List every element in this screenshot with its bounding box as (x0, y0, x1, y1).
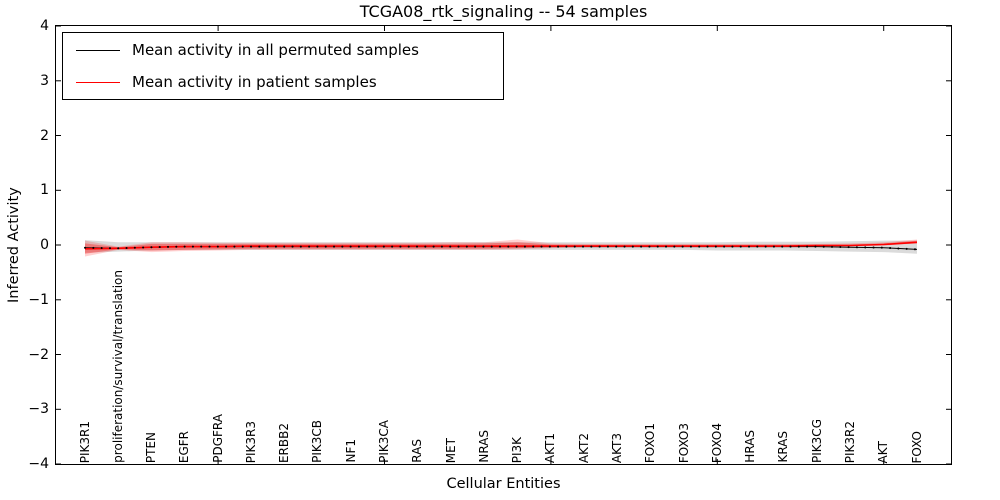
x-entity-label: AKT2 (576, 432, 591, 463)
legend-row-permuted: Mean activity in all permuted samples (63, 34, 503, 66)
x-entity-label: PTEN (144, 431, 159, 463)
chart-title: TCGA08_rtk_signaling -- 54 samples (359, 2, 648, 21)
x-entity-label: PIK3R2 (842, 420, 857, 463)
x-axis-title: Cellular Entities (446, 476, 561, 492)
y-tick-label: −2 (28, 346, 49, 363)
legend-label-permuted: Mean activity in all permuted samples (132, 41, 419, 59)
x-entity-label: ERBB2 (277, 422, 292, 463)
y-tick-label: 4 (40, 18, 49, 34)
x-entity-label: NF1 (343, 439, 358, 463)
x-entity-label: RAS (410, 439, 425, 463)
y-tick-label: 0 (40, 237, 49, 253)
x-entity-label: FOXO (909, 430, 924, 463)
y-tick-label: 3 (40, 72, 49, 89)
x-entity-label: PDGFRA (210, 414, 225, 463)
x-entity-label: KRAS (776, 431, 791, 463)
y-tick-label: −3 (28, 401, 49, 418)
y-tick-label: 1 (40, 182, 49, 199)
y-tick-label: −4 (28, 456, 49, 472)
patient-line-swatch (76, 81, 120, 83)
x-entity-label: proliferation/survival/translation (110, 270, 125, 463)
x-entity-label: FOXO3 (676, 422, 691, 463)
x-entity-label: AKT (876, 440, 891, 463)
x-entity-label: AKT1 (543, 432, 558, 463)
band-patient-envelope-inner (85, 240, 917, 254)
x-entity-label: PI3K (510, 436, 525, 463)
x-entity-label: FOXO4 (709, 422, 724, 463)
patient-mean-line (84, 241, 918, 250)
x-entity-label: PIK3R1 (77, 420, 92, 463)
x-entity-label: HRAS (743, 430, 758, 463)
x-entity-label: PIK3CB (310, 420, 325, 463)
x-entity-label: AKT3 (609, 432, 624, 463)
x-entity-label: MET (443, 437, 458, 463)
plot-canvas (56, 26, 951, 464)
permuted-mean-markers (84, 245, 918, 251)
x-entity-label: NRAS (476, 430, 491, 463)
legend-box: Mean activity in all permuted samples Me… (62, 32, 504, 100)
x-entity-label: EGFR (177, 430, 192, 463)
x-entity-label: PIK3CG (809, 419, 824, 463)
y-tick-label: 2 (40, 127, 49, 144)
x-entity-label: PIK3R3 (243, 420, 258, 463)
legend-row-patient: Mean activity in patient samples (63, 66, 503, 98)
band-patient-envelope-outer (85, 239, 917, 257)
permuted-line-swatch (76, 49, 120, 51)
x-entity-label: FOXO1 (643, 422, 658, 463)
y-tick-label: −1 (28, 291, 49, 308)
legend-label-patient: Mean activity in patient samples (132, 73, 377, 91)
x-entity-label: PIK3CA (377, 420, 392, 463)
